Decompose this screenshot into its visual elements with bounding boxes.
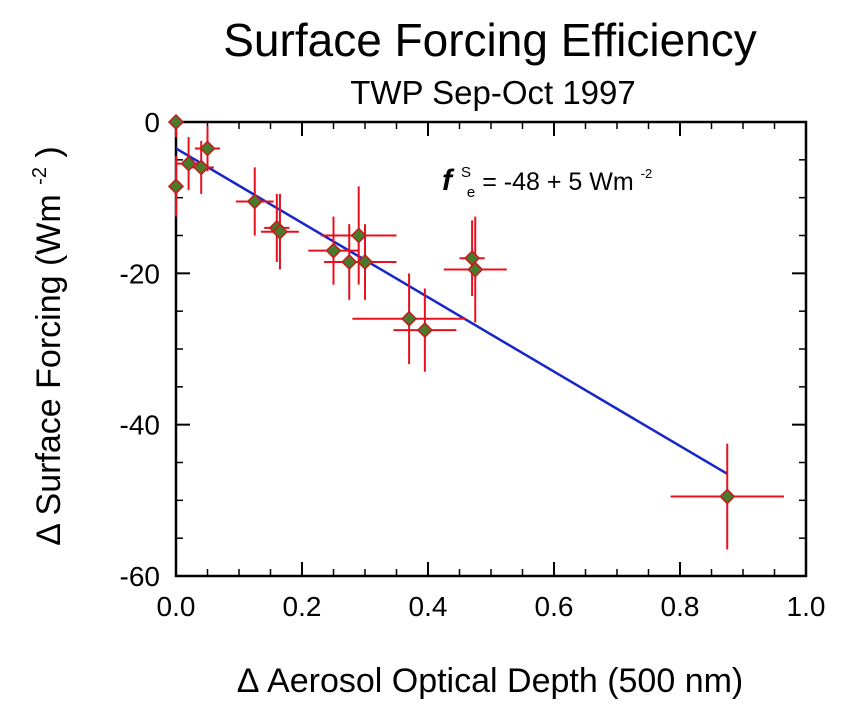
x-axis-label: Δ Aerosol Optical Depth (500 nm) [237,662,744,700]
data-point [193,159,210,176]
annotation-superscript: S [461,164,471,181]
data-markers [167,113,736,505]
data-point [341,253,358,271]
annotation-symbol: f [442,164,455,197]
data-point [719,488,736,505]
data-point [199,140,216,157]
y-axis-ticks: 0 -20 -40 -60 [120,107,806,592]
annotation-unit-superscript: -2 [641,166,653,181]
x-tick-label: 0.6 [535,591,574,622]
efficiency-annotation: f S e = -48 + 5 Wm -2 [442,155,652,203]
data-point [246,193,263,210]
data-point [356,253,374,271]
data-point [167,178,185,195]
y-axis-label-superscript: -2 [29,167,51,185]
chart-title: Surface Forcing Efficiency [223,14,757,66]
data-point [401,310,418,327]
data-point [325,242,342,259]
y-tick-label: -60 [120,561,160,592]
data-point [167,113,185,131]
data-point [467,261,484,278]
annotation-subscript: e [467,184,475,201]
x-tick-label: 0.8 [661,591,700,622]
x-tick-label: 0.2 [283,591,322,622]
x-tick-label: 1.0 [787,591,826,622]
x-tick-label: 0.4 [409,591,448,622]
data-point [416,322,433,339]
fit-line [175,147,728,475]
data-point [350,227,367,244]
y-axis-label-main: Δ Surface Forcing (Wm [30,194,68,545]
data-point [271,223,289,240]
y-tick-label: -40 [120,410,160,441]
y-axis-label-close: ) [30,146,68,157]
y-tick-label: -20 [120,258,160,289]
y-axis-label: Δ Surface Forcing (Wm -2 ) [16,146,68,546]
y-tick-label: 0 [144,107,160,138]
x-axis-ticks: 0.0 0.2 0.4 0.6 0.8 1.0 [157,122,826,622]
annotation-equation: = -48 + 5 Wm [482,168,633,196]
x-tick-label: 0.0 [157,591,196,622]
data-point [180,155,197,172]
chart-subtitle: TWP Sep-Oct 1997 [350,74,636,111]
data-point [464,250,481,267]
